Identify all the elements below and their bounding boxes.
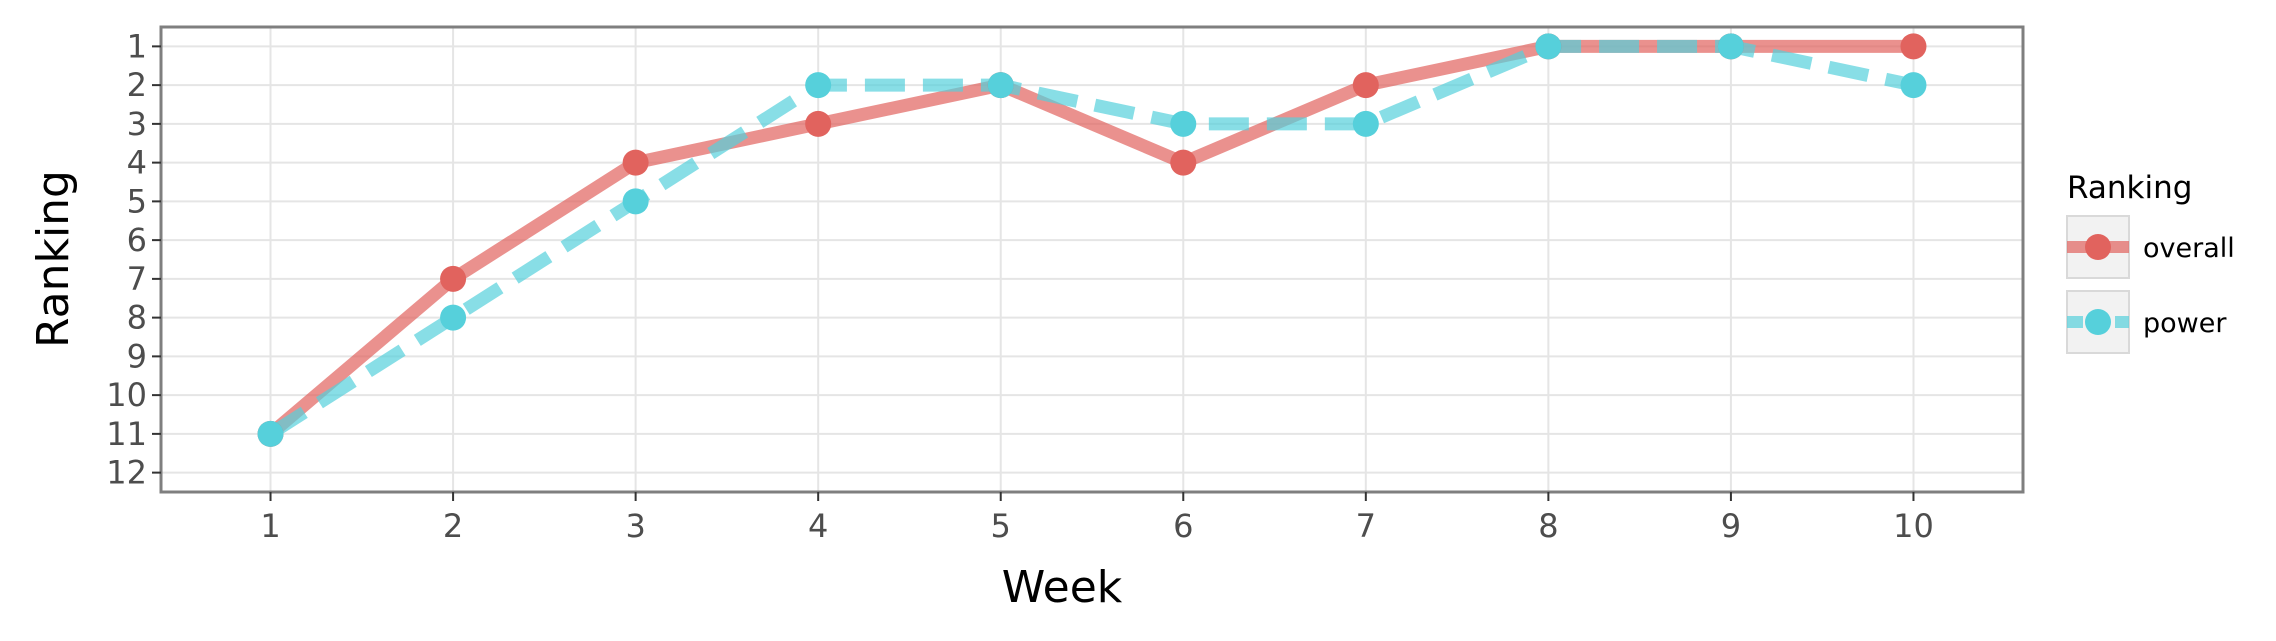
point-power	[1717, 33, 1744, 60]
point-overall	[622, 149, 649, 176]
x-tick-label: 1	[260, 507, 280, 545]
x-tick-label: 4	[808, 507, 828, 545]
point-power	[1352, 110, 1379, 137]
series-line-power	[267, 39, 1915, 440]
y-tick-label: 9	[127, 337, 147, 375]
x-tick-label: 9	[1721, 507, 1741, 545]
y-tick-label: 11	[106, 415, 147, 453]
point-overall	[440, 265, 467, 292]
y-axis-title: Ranking	[28, 170, 79, 348]
point-power	[622, 188, 649, 215]
y-tick-label: 7	[127, 260, 147, 298]
legend: Ranking overall power	[2066, 170, 2235, 354]
point-power	[440, 304, 467, 331]
plot-border	[159, 25, 2025, 494]
point-power	[805, 72, 832, 99]
y-tick-label: 8	[127, 299, 147, 337]
y-tick-label: 12	[106, 454, 147, 492]
legend-items: overall power	[2066, 215, 2235, 354]
x-tick-label: 5	[991, 507, 1011, 545]
plot-background	[161, 27, 2023, 492]
point-overall	[1170, 149, 1197, 176]
x-tick-label: 3	[625, 507, 645, 545]
x-tick-label: 10	[1893, 507, 1934, 545]
legend-point-overall	[2085, 234, 2111, 260]
point-power	[987, 72, 1014, 99]
y-tick-label: 2	[127, 66, 147, 104]
legend-point-power	[2085, 309, 2111, 335]
point-overall	[1900, 33, 1927, 60]
legend-title: Ranking	[2067, 170, 2192, 206]
x-tick-label: 7	[1356, 507, 1376, 545]
point-power	[1535, 33, 1562, 60]
series	[257, 33, 1927, 447]
x-tick-label: 8	[1538, 507, 1558, 545]
point-power	[257, 420, 284, 447]
x-axis-title: Week	[1002, 562, 1123, 613]
y-tick-label: 6	[127, 221, 147, 259]
x-tick-label: 6	[1173, 507, 1193, 545]
point-power	[1170, 110, 1197, 137]
y-tick-label: 3	[127, 105, 147, 143]
point-overall	[1352, 72, 1379, 99]
y-tick-label: 4	[127, 144, 147, 182]
legend-label-power: power	[2143, 308, 2227, 339]
y-tick-label: 10	[106, 376, 147, 414]
y-tick-label: 5	[127, 182, 147, 220]
y-tick-label: 1	[127, 27, 147, 65]
legend-label-overall: overall	[2143, 233, 2235, 264]
x-tick-label: 2	[443, 507, 463, 545]
point-power	[1900, 72, 1927, 99]
point-overall	[805, 110, 832, 137]
series-line-overall	[266, 39, 1914, 439]
